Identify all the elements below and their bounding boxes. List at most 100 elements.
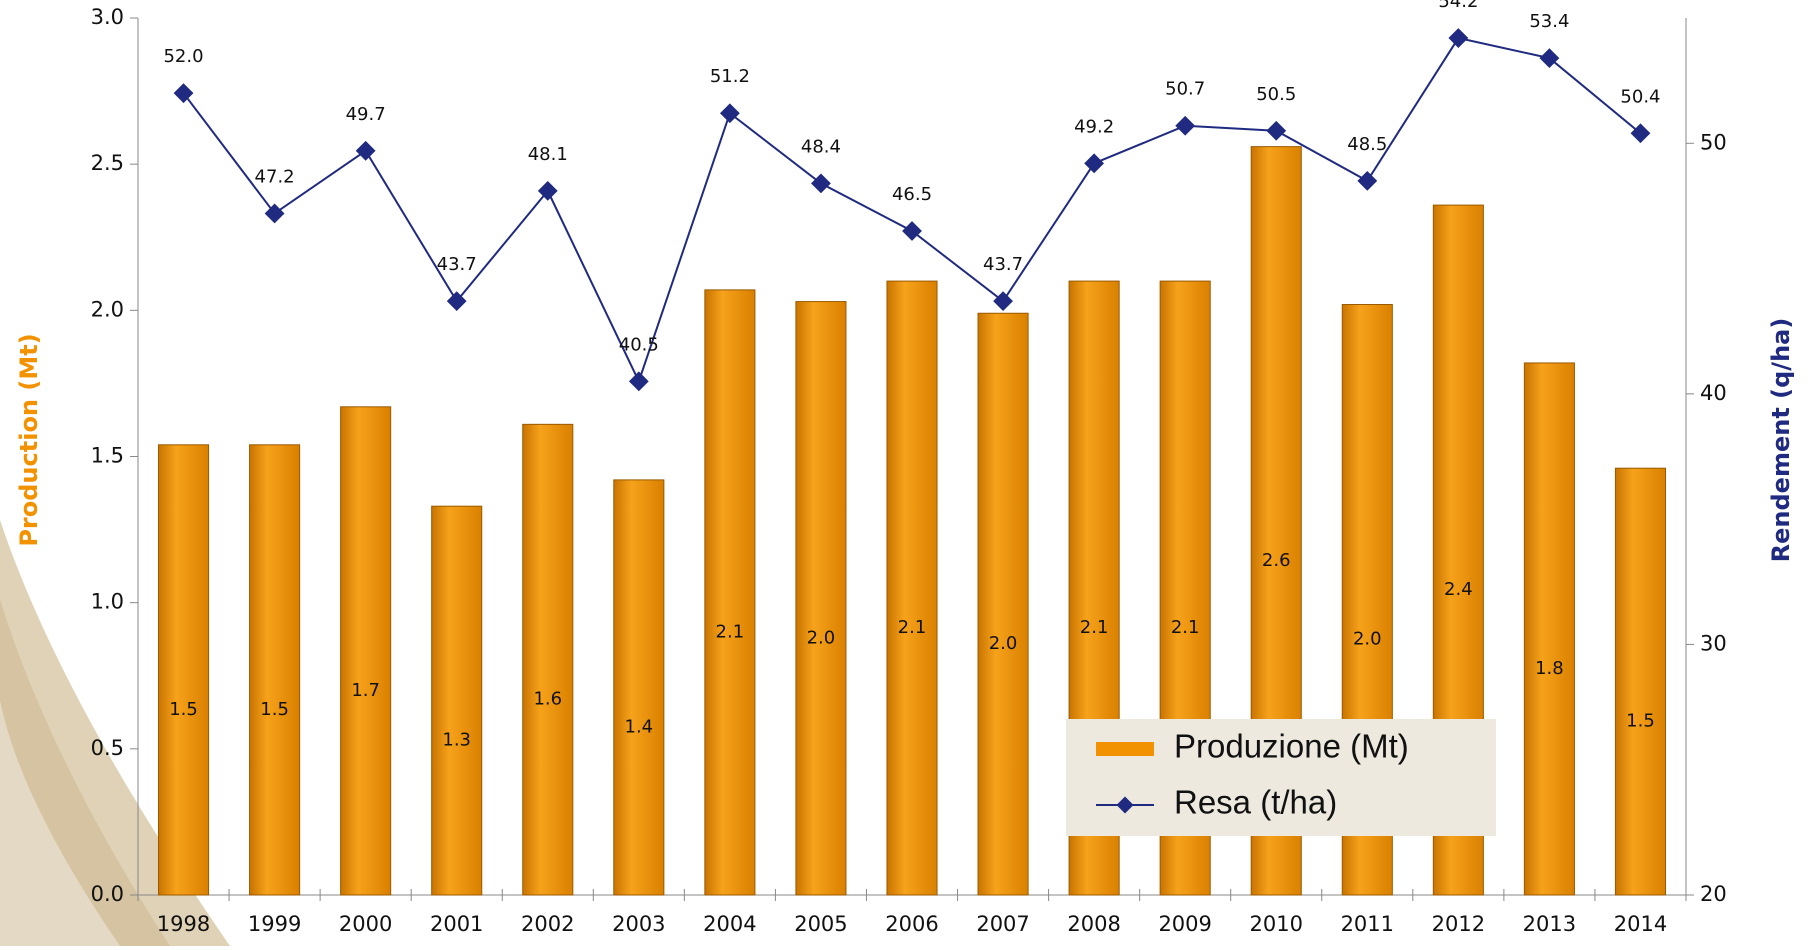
line-value-label: 40.5 bbox=[619, 334, 659, 355]
y-tick-label: 0.0 bbox=[91, 882, 124, 906]
x-tick-label: 2004 bbox=[703, 912, 756, 936]
point bbox=[1175, 115, 1196, 136]
bar bbox=[613, 479, 665, 896]
x-tick-label: 2010 bbox=[1250, 912, 1303, 936]
bar bbox=[340, 406, 392, 896]
line-value-label: 50.7 bbox=[1165, 79, 1205, 100]
line-value-label: 49.2 bbox=[1074, 116, 1114, 137]
bar-value-label: 1.4 bbox=[625, 716, 654, 737]
x-tick-label: 2003 bbox=[612, 912, 665, 936]
bar bbox=[977, 312, 1029, 896]
x-tick-label: 2011 bbox=[1341, 912, 1394, 936]
y2-tick-label: 50 bbox=[1700, 130, 1727, 154]
point bbox=[993, 291, 1013, 312]
x-tick-label: 2001 bbox=[430, 912, 483, 936]
point bbox=[1448, 28, 1469, 48]
x-tick-label: 2000 bbox=[339, 912, 392, 936]
bar bbox=[522, 423, 574, 896]
bar bbox=[157, 444, 210, 896]
point bbox=[628, 371, 649, 392]
bar bbox=[1614, 467, 1667, 896]
x-tick-label: 2005 bbox=[794, 912, 847, 936]
line-value-label: 47.2 bbox=[255, 166, 295, 187]
legend-box bbox=[1066, 719, 1496, 836]
bar-value-label: 1.3 bbox=[442, 730, 471, 751]
bar bbox=[1523, 362, 1575, 896]
y-tick-label: 1.5 bbox=[91, 444, 124, 468]
bar bbox=[704, 289, 756, 896]
bar-value-label: 1.8 bbox=[1535, 658, 1564, 679]
y-tick-label: 3.0 bbox=[91, 5, 124, 29]
point bbox=[264, 203, 285, 224]
line-value-label: 53.4 bbox=[1529, 11, 1569, 32]
y-axis-label: Production (Mt) bbox=[15, 333, 43, 546]
decoration bbox=[0, 600, 170, 946]
point bbox=[811, 173, 831, 194]
y-tick-label: 1.0 bbox=[91, 590, 124, 614]
line-value-label: 52.0 bbox=[163, 46, 203, 67]
y-tick-label: 0.5 bbox=[91, 736, 124, 760]
bar-value-label: 2.4 bbox=[1444, 579, 1473, 600]
x-tick-label: 2007 bbox=[976, 912, 1029, 936]
point bbox=[719, 103, 740, 124]
y-tick-label: 2.5 bbox=[91, 151, 124, 175]
y2-tick-label: 40 bbox=[1700, 381, 1727, 405]
line-value-label: 46.5 bbox=[892, 184, 932, 205]
line-value-label: 50.5 bbox=[1256, 84, 1296, 105]
point bbox=[1266, 120, 1287, 141]
bar bbox=[886, 280, 938, 896]
bar-value-label: 2.1 bbox=[1171, 617, 1200, 638]
point bbox=[1357, 170, 1378, 191]
line-value-label: 43.7 bbox=[983, 254, 1023, 275]
line-value-label: 48.5 bbox=[1347, 134, 1387, 155]
line-value-label: 43.7 bbox=[437, 254, 477, 275]
bar-value-label: 2.0 bbox=[1353, 629, 1382, 650]
x-tick-label: 2014 bbox=[1614, 912, 1667, 936]
point bbox=[1630, 123, 1651, 144]
x-tick-label: 2008 bbox=[1067, 912, 1120, 936]
point bbox=[902, 221, 922, 241]
bar-value-label: 2.0 bbox=[989, 633, 1018, 654]
bar-value-label: 1.6 bbox=[533, 689, 562, 710]
bar bbox=[431, 505, 483, 896]
line-value-label: 48.1 bbox=[528, 144, 568, 165]
x-tick-label: 2002 bbox=[521, 912, 574, 936]
legend-swatch bbox=[1116, 796, 1134, 814]
line-value-label: 50.4 bbox=[1620, 86, 1660, 107]
point bbox=[355, 140, 376, 161]
point bbox=[1539, 48, 1560, 68]
bar bbox=[249, 444, 301, 896]
bar-value-label: 2.1 bbox=[716, 621, 745, 642]
bar-value-label: 2.0 bbox=[807, 627, 836, 648]
y2-axis-label: Rendement (q/ha) bbox=[1767, 318, 1795, 563]
bar bbox=[795, 301, 847, 896]
line-value-label: 51.2 bbox=[710, 66, 750, 87]
x-tick-label: 2012 bbox=[1432, 912, 1485, 936]
x-tick-label: 2006 bbox=[885, 912, 938, 936]
point bbox=[446, 291, 467, 312]
x-tick-label: 2009 bbox=[1158, 912, 1211, 936]
bar-value-label: 2.6 bbox=[1262, 550, 1291, 571]
y-tick-label: 2.0 bbox=[91, 297, 124, 321]
x-tick-label: 1998 bbox=[157, 912, 210, 936]
y2-tick-label: 30 bbox=[1700, 631, 1727, 655]
line-value-label: 49.7 bbox=[346, 104, 386, 125]
point bbox=[173, 83, 194, 104]
bar-value-label: 1.5 bbox=[260, 699, 289, 720]
legend-swatch bbox=[1096, 742, 1154, 756]
line-value-label: 48.4 bbox=[801, 136, 841, 157]
legend-label: Produzione (Mt) bbox=[1174, 728, 1409, 765]
bar-value-label: 2.1 bbox=[898, 617, 927, 638]
x-tick-label: 1999 bbox=[248, 912, 301, 936]
y2-tick-label: 20 bbox=[1700, 882, 1727, 906]
bar-value-label: 1.5 bbox=[169, 699, 198, 720]
point bbox=[1084, 153, 1105, 174]
legend-label: Resa (t/ha) bbox=[1174, 784, 1337, 821]
bar-value-label: 2.1 bbox=[1080, 617, 1109, 638]
bar-value-label: 1.5 bbox=[1626, 711, 1655, 732]
line-value-label: 54.2 bbox=[1438, 0, 1478, 12]
bar-value-label: 1.7 bbox=[351, 680, 380, 701]
x-tick-label: 2013 bbox=[1523, 912, 1576, 936]
